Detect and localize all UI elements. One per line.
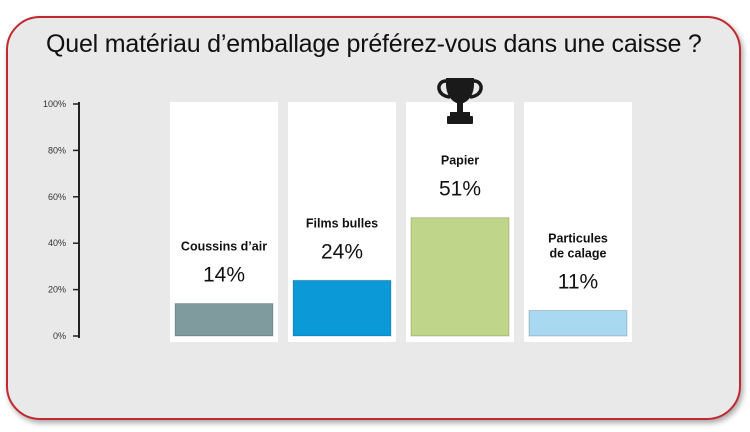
bar (528, 309, 628, 337)
trophy-icon (437, 78, 483, 124)
category-label: Papier (441, 154, 479, 168)
bar (292, 279, 392, 337)
category-label: Particules (548, 231, 608, 245)
y-tick-label: 0% (53, 331, 66, 341)
bar (410, 217, 510, 337)
y-tick-label: 20% (48, 285, 66, 295)
y-tick-label: 100% (43, 99, 66, 109)
category-label: de calage (550, 246, 607, 260)
data-label: 11% (558, 270, 598, 293)
y-tick-label: 40% (48, 238, 66, 248)
y-tick-label: 60% (48, 192, 66, 202)
bar-panel (170, 102, 278, 342)
data-label: 14% (203, 264, 245, 287)
data-label: 24% (321, 240, 363, 263)
chart-title: Quel matériau d’emballage préférez-vous … (46, 30, 702, 58)
category-label: Coussins d’air (181, 240, 267, 254)
bar (174, 303, 274, 337)
data-label: 51% (439, 178, 481, 201)
category-label: Films bulles (306, 216, 378, 230)
bar-panel (524, 102, 632, 342)
y-tick-label: 80% (48, 145, 66, 155)
